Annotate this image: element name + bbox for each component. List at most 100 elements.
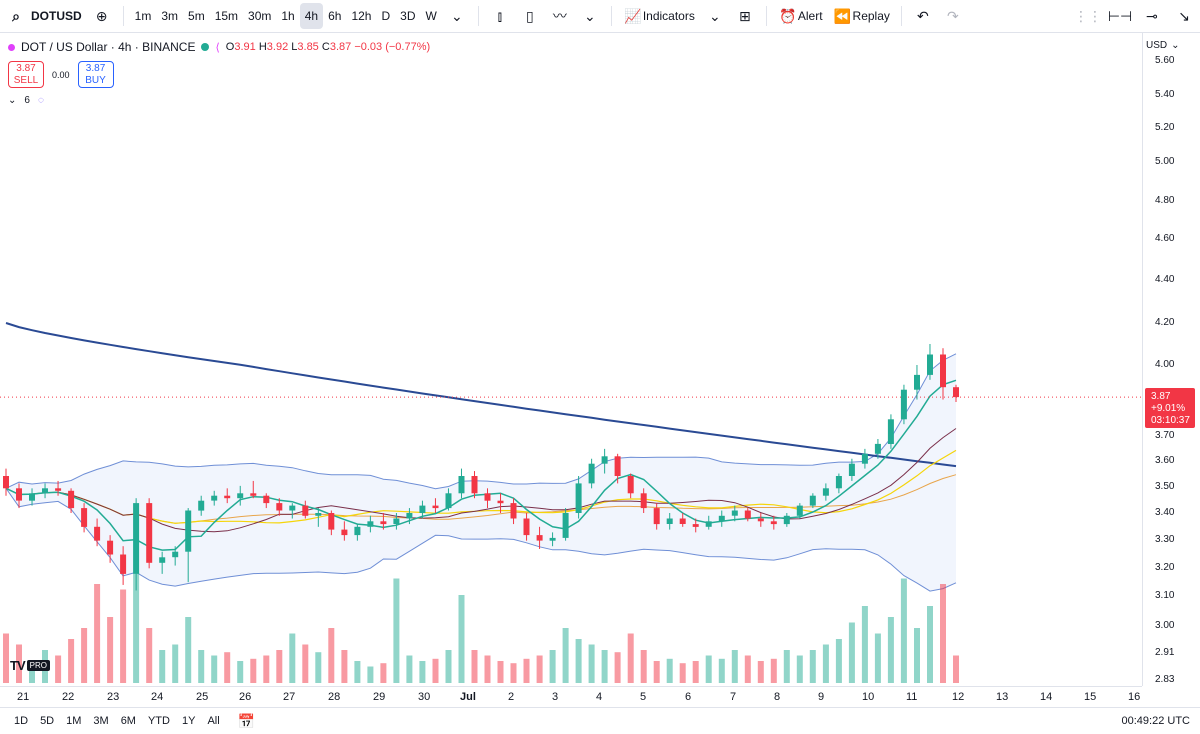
time-axis[interactable]: 21 22 23 24 25 26 27 28 29 30 Jul 2 3 4 5 6 7 8 9 10 11 12 13 1… — [0, 686, 1142, 706]
range-all[interactable]: All — [207, 715, 220, 727]
calendar-icon[interactable]: 📅 — [237, 712, 256, 729]
interval-12h[interactable]: 12h — [351, 9, 372, 23]
layouts-button[interactable]: ⊞ — [730, 0, 760, 33]
candle-body — [211, 495, 218, 501]
price-scale[interactable]: 5.60 5.40 5.20 5.00 4.80 4.60 4.40 4.20 4.00 3.70… — [1142, 33, 1200, 686]
compare-button[interactable]: ⊕ — [87, 0, 117, 33]
volume-bar — [588, 644, 595, 683]
interval-d[interactable]: D — [381, 9, 391, 23]
volume-bar — [484, 655, 491, 683]
interval-1h[interactable]: 1h — [281, 9, 295, 23]
volume-bar — [601, 650, 608, 683]
drag-handle-icon[interactable]: ⋮⋮ — [1074, 8, 1102, 24]
bollinger-band-fill — [6, 353, 956, 592]
indicators-button[interactable]: 📈 Indicators — [618, 0, 700, 33]
candle-body — [250, 493, 257, 496]
low-label: L — [291, 41, 298, 53]
time-tick: 9 — [818, 691, 825, 703]
volume-bar — [757, 661, 764, 683]
alert-button[interactable]: ⏰ Alert — [773, 0, 828, 33]
price-chart[interactable] — [0, 33, 1142, 686]
interval-3d[interactable]: 3D — [400, 9, 416, 23]
redo-button[interactable]: ↷ — [938, 0, 968, 33]
indicators-label: Indicators — [642, 9, 695, 23]
interval-6h[interactable]: 6h — [328, 9, 342, 23]
candle-body — [822, 488, 829, 496]
time-tick: 27 — [283, 691, 296, 703]
volume-bar — [575, 639, 582, 683]
chart-type-dropdown[interactable]: ⌄ — [575, 0, 605, 33]
chevron-down-icon: ⌄ — [8, 95, 17, 106]
bollinger-upper — [5, 353, 957, 490]
price-tick: 3.70 — [1155, 430, 1175, 441]
tradingview-logo[interactable]: TV PRO — [10, 658, 70, 673]
bar-style-button[interactable]: ⫾ — [485, 0, 515, 33]
candle-body — [731, 510, 738, 516]
candles-style-button[interactable]: ▯ — [515, 0, 545, 33]
bar-countdown: 03:10:37 — [1151, 415, 1190, 426]
range-6m[interactable]: 6M — [120, 715, 136, 727]
price-tick: 3.20 — [1155, 562, 1175, 573]
interval-5m[interactable]: 5m — [188, 9, 205, 23]
range-1d[interactable]: 1D — [14, 715, 29, 727]
range-1m[interactable]: 1M — [66, 715, 82, 727]
legend-title[interactable]: DOT / US Dollar · 4h · BINANCE — [21, 40, 196, 54]
range-1y[interactable]: 1Y — [181, 715, 196, 727]
volume-bar — [146, 628, 153, 683]
volume-bar — [692, 661, 699, 683]
sell-price: 3.87 — [16, 63, 36, 74]
sell-button[interactable]: 3.87 SELL — [8, 61, 44, 88]
horizontal-line-icon[interactable]: ⊸ — [1146, 8, 1158, 24]
volume-bar — [419, 661, 426, 683]
indicators-dropdown[interactable]: ⌄ — [700, 0, 730, 33]
volume-bar — [29, 661, 35, 683]
logo-pro-badge: PRO — [26, 659, 50, 671]
indicators-toggle[interactable]: ⌄ 6 ◌ — [8, 95, 44, 106]
volume-bar — [16, 644, 22, 683]
interval-w[interactable]: W — [425, 9, 437, 23]
range-ytd[interactable]: YTD — [147, 715, 170, 727]
interval-15m[interactable]: 15m — [214, 9, 239, 23]
ray-tool-icon[interactable]: ↘ — [1178, 8, 1190, 24]
candle-body — [809, 495, 816, 506]
time-tick: 23 — [107, 691, 120, 703]
line-style-button[interactable]: 〰 — [545, 0, 575, 33]
candle-body — [627, 476, 634, 494]
undo-button[interactable]: ↶ — [908, 0, 938, 33]
date-range-icon[interactable]: ⊢⊣ — [1107, 8, 1133, 24]
price-tick: 5.00 — [1155, 156, 1175, 167]
symbol-search[interactable]: ⌕ DOTUSD — [0, 0, 87, 33]
candle-body — [705, 521, 712, 527]
currency-selector[interactable]: USD ⌄ — [1146, 40, 1180, 51]
range-3m[interactable]: 3M — [93, 715, 109, 727]
replay-button[interactable]: ⏪ Replay — [828, 0, 895, 33]
volume-bar — [289, 633, 296, 683]
time-tick: 11 — [906, 691, 918, 703]
interval-30m[interactable]: 30m — [248, 9, 272, 23]
candle-body — [289, 505, 296, 511]
range-5d[interactable]: 5D — [40, 715, 55, 727]
candle-body — [263, 495, 270, 504]
candle-body — [146, 503, 153, 563]
volume-bar — [549, 650, 556, 683]
low-value: 3.85 — [297, 41, 319, 53]
current-price-label: 3.87 +9.01% 03:10:37 — [1145, 388, 1195, 428]
volume-bar — [887, 617, 894, 683]
utc-clock[interactable]: 00:49:22 UTC — [1121, 715, 1190, 727]
interval-4h[interactable]: 4h — [299, 3, 324, 29]
time-tick: 2 — [508, 691, 515, 703]
candle-body — [757, 518, 764, 522]
interval-1m[interactable]: 1m — [134, 9, 152, 23]
ohlc-values: O3.91 H3.92 L3.85 C3.87 −0.03 (−0.77%) — [226, 41, 430, 53]
volume-bar — [731, 650, 738, 683]
interval-dropdown[interactable]: ⌄ — [442, 0, 472, 33]
time-tick: 4 — [596, 691, 603, 703]
volume-bar — [640, 650, 647, 683]
volume-bar — [354, 661, 361, 683]
candle-body — [796, 505, 803, 516]
share-icon[interactable]: ⟨ — [215, 41, 220, 54]
volume-bar — [861, 606, 868, 683]
candle-body — [133, 503, 140, 574]
buy-button[interactable]: 3.87 BUY — [77, 61, 114, 88]
interval-3m[interactable]: 3m — [161, 9, 179, 23]
